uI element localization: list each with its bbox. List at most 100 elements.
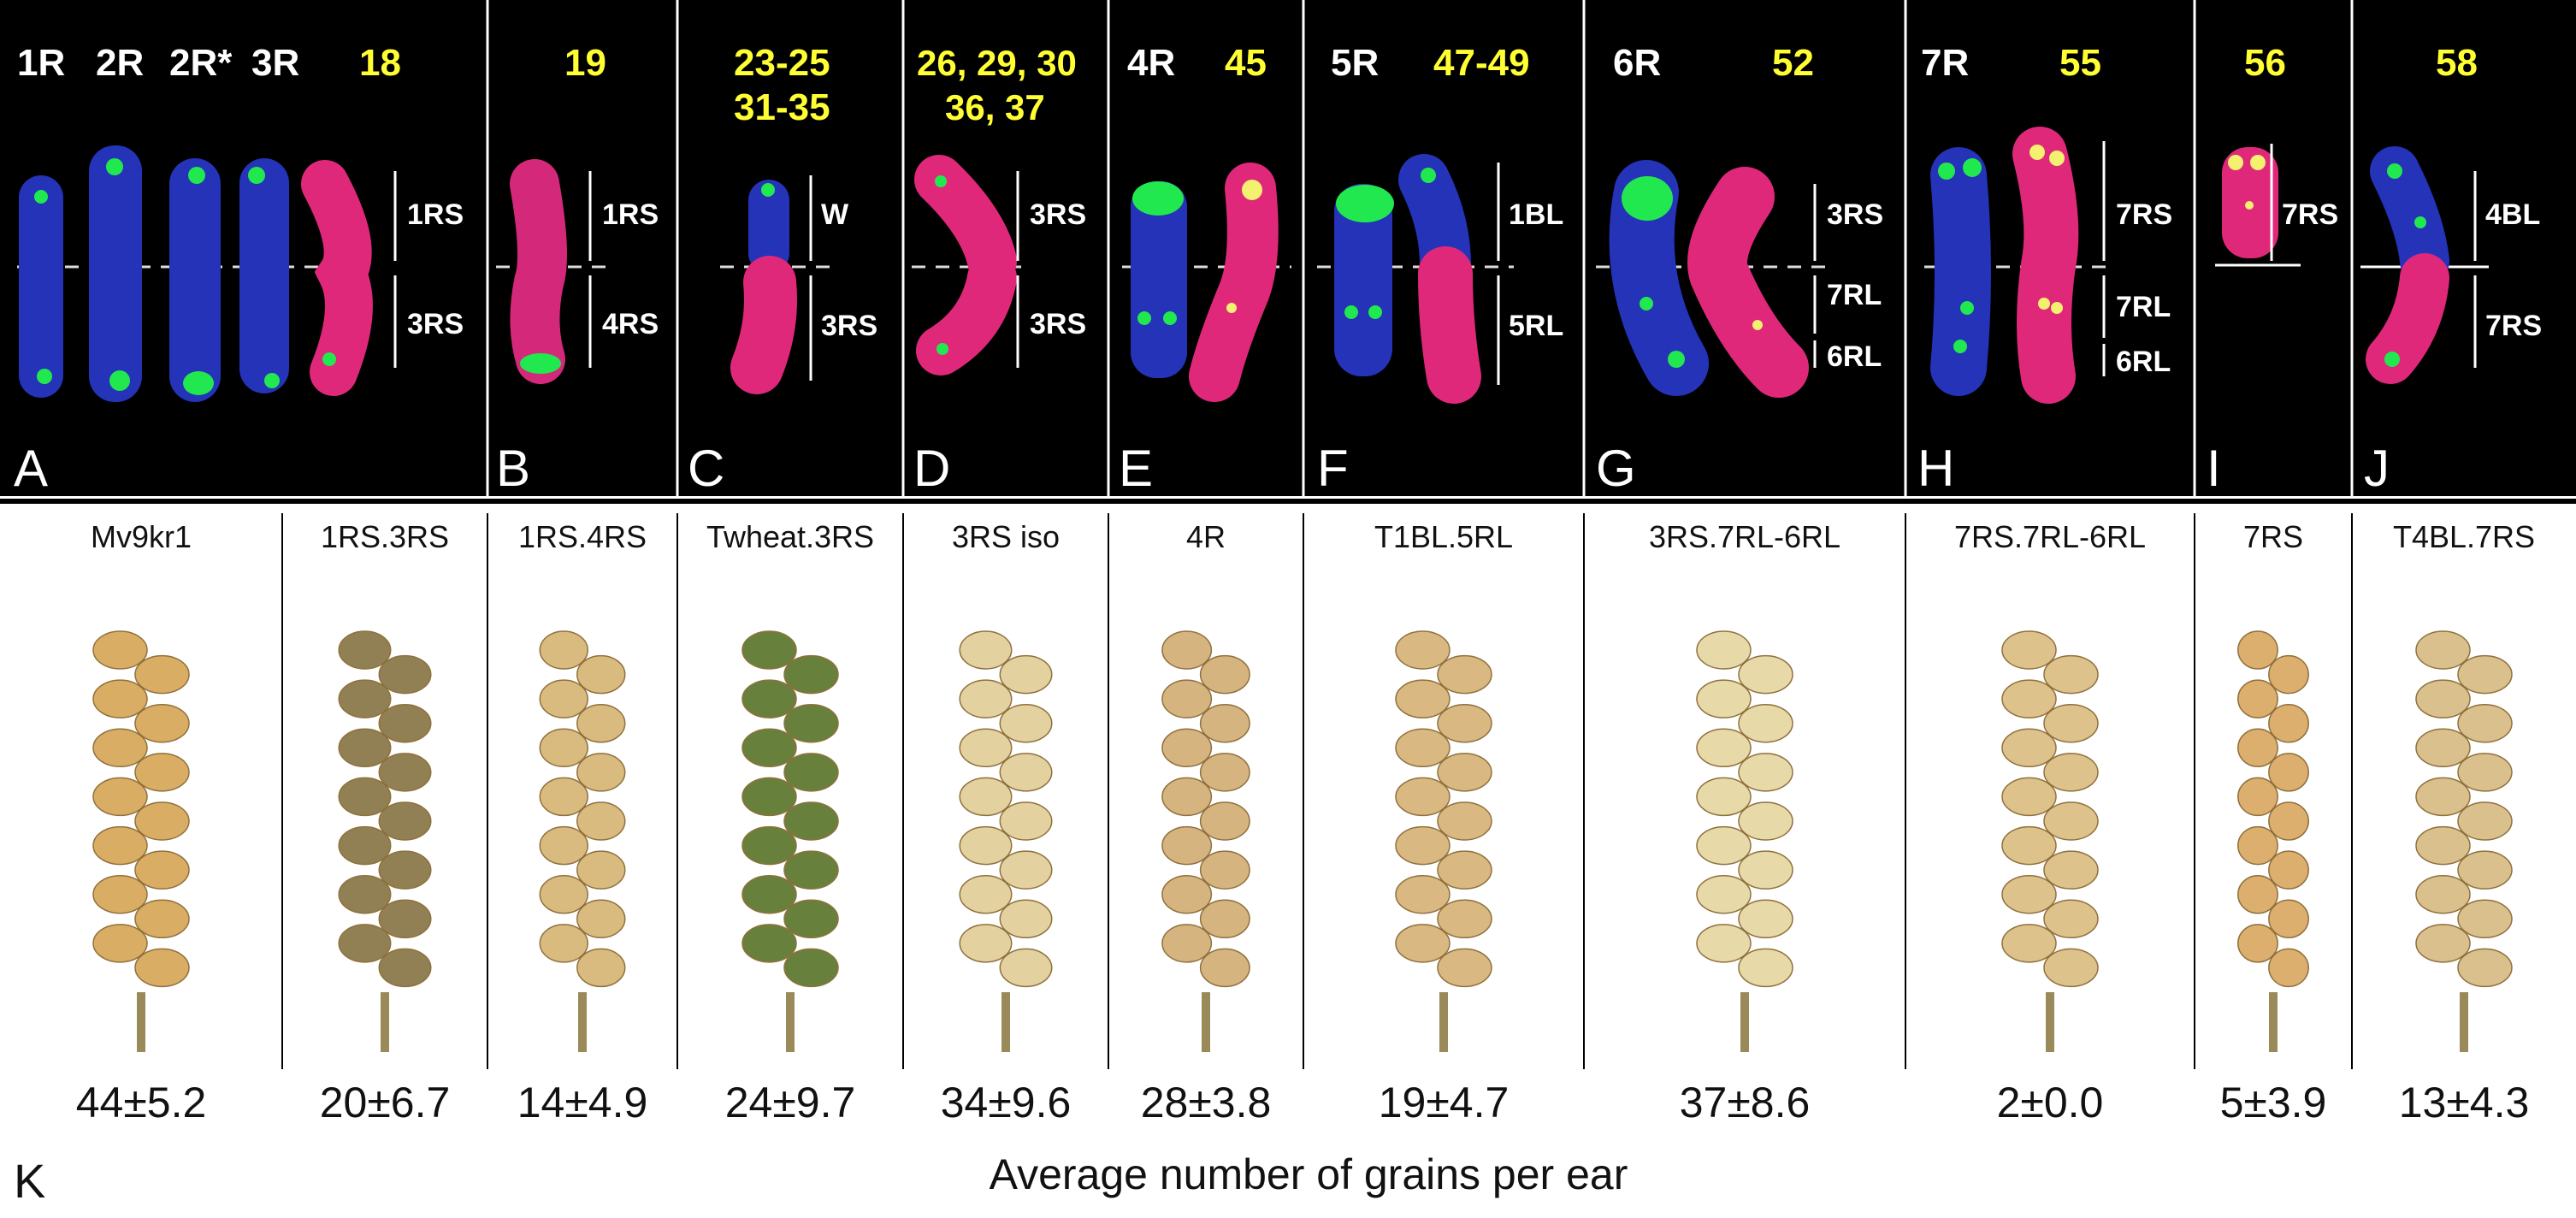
arm-label: 7RL	[1827, 279, 1882, 311]
bottom-caption: Average number of grains per ear	[990, 1150, 1628, 1198]
arm-label: W	[821, 198, 849, 231]
spikelet	[338, 874, 392, 914]
spikelet	[2457, 899, 2513, 939]
panel-a: 1R 2R 2R* 3R 18 1RS 3RS A	[14, 0, 489, 497]
grain-count: 44±5.2	[76, 1079, 207, 1126]
panel-e: 4R 45 E	[1119, 0, 1305, 497]
spikelet	[92, 825, 148, 866]
panel-letter: D	[913, 440, 950, 497]
spikelet	[1437, 703, 1492, 743]
chromosome-1r	[19, 175, 63, 398]
chromosome-5rl	[1418, 246, 1481, 404]
signal	[1668, 351, 1685, 368]
stem	[578, 992, 587, 1052]
ear-column: 1RS.4RS 14±4.9	[517, 519, 648, 1126]
spikelet	[1161, 924, 1213, 963]
spikelet	[2457, 850, 2513, 890]
spikelet	[134, 801, 190, 841]
signal	[183, 371, 214, 395]
spikelet	[338, 924, 392, 963]
signal	[1242, 180, 1262, 200]
spikelet	[999, 899, 1053, 939]
line-name: 4R	[1186, 519, 1226, 554]
label-3r: 3R	[251, 42, 299, 84]
arm-label: 6RL	[1827, 340, 1882, 373]
bottom-panel: Mv9kr1 44±5.2 1RS.3RS 20±6.7 1RS.4RS 14±4.9 Tw…	[14, 513, 2535, 1208]
spikelet	[378, 850, 432, 890]
ear-column: Twheat.3RS 24±9.7	[706, 519, 874, 1126]
spikelet	[1437, 801, 1492, 841]
spikelet	[2457, 948, 2513, 988]
spikelet	[2001, 630, 2057, 670]
panel-letter: B	[496, 440, 530, 497]
stem	[2460, 992, 2468, 1052]
wheat-ear-image	[539, 630, 626, 1052]
spikelet	[2415, 728, 2471, 768]
spikelet	[1696, 924, 1752, 963]
spikelet	[92, 924, 148, 963]
spikelet	[741, 825, 797, 866]
spikelet	[378, 654, 432, 695]
spikelet	[1738, 654, 1793, 695]
spikelet	[1199, 801, 1250, 841]
spikelet	[1395, 777, 1450, 817]
signal	[1137, 311, 1151, 325]
signal	[248, 167, 265, 184]
spikelet	[134, 948, 190, 988]
spikelet	[1199, 753, 1250, 792]
chromosome-2r-star	[169, 158, 221, 402]
spikelet	[783, 801, 839, 841]
arm-label: 7RL	[2116, 291, 2171, 323]
panel-letter-k: K	[14, 1154, 45, 1208]
signal	[2038, 298, 2050, 310]
arm-label: 6RL	[2116, 346, 2171, 378]
signal	[1938, 163, 1955, 180]
wheat-ear-image	[741, 630, 839, 1052]
spikelet	[2268, 801, 2309, 841]
panel-letter: I	[2207, 440, 2221, 497]
wheat-ear-image	[2237, 630, 2309, 1052]
ear-column: 7RS.7RL-6RL 2±0.0	[1954, 519, 2146, 1126]
signal	[188, 167, 205, 184]
yellow-label: 36, 37	[945, 87, 1045, 127]
spikelet	[999, 654, 1053, 695]
chromosome-3rs-top	[914, 155, 1017, 286]
spikelet	[539, 679, 588, 718]
spikelet	[959, 924, 1013, 963]
ear-column: T4BL.7RS 13±4.3	[2393, 519, 2535, 1126]
spikelet	[959, 679, 1013, 718]
spikelet	[576, 654, 626, 695]
grain-count: 19±4.7	[1379, 1079, 1510, 1126]
arm-label: 7RS	[2282, 198, 2338, 231]
label-2r-star: 2R*	[169, 42, 233, 84]
signal	[34, 190, 48, 204]
signal	[2029, 145, 2045, 160]
stem	[1439, 992, 1448, 1052]
spikelet	[1696, 679, 1752, 718]
spikelet	[338, 679, 392, 718]
stem	[1001, 992, 1010, 1052]
signal	[1960, 301, 1974, 315]
signal	[1622, 176, 1673, 221]
panel-letter: A	[14, 440, 48, 497]
spikelet	[783, 850, 839, 890]
label-5r: 5R	[1331, 42, 1379, 84]
stem	[786, 992, 795, 1052]
spikelet	[2043, 899, 2099, 939]
signal	[520, 353, 561, 374]
signal	[2414, 216, 2426, 228]
spikelet	[2001, 777, 2057, 817]
spikelet	[2457, 654, 2513, 695]
line-name: 1RS.4RS	[518, 519, 647, 554]
grain-count: 13±4.3	[2399, 1079, 2530, 1126]
spikelet	[959, 630, 1013, 670]
label-6r: 6R	[1613, 42, 1661, 84]
panel-j: 58 4BL 7RS J	[2360, 42, 2542, 497]
spikelet	[2268, 703, 2309, 743]
spikelet	[1738, 850, 1793, 890]
spikelet	[1161, 874, 1213, 914]
wheat-ear-image	[1161, 630, 1250, 1052]
signal	[935, 175, 947, 187]
chromosome-4r-rye	[1189, 163, 1279, 402]
spikelet	[959, 777, 1013, 817]
